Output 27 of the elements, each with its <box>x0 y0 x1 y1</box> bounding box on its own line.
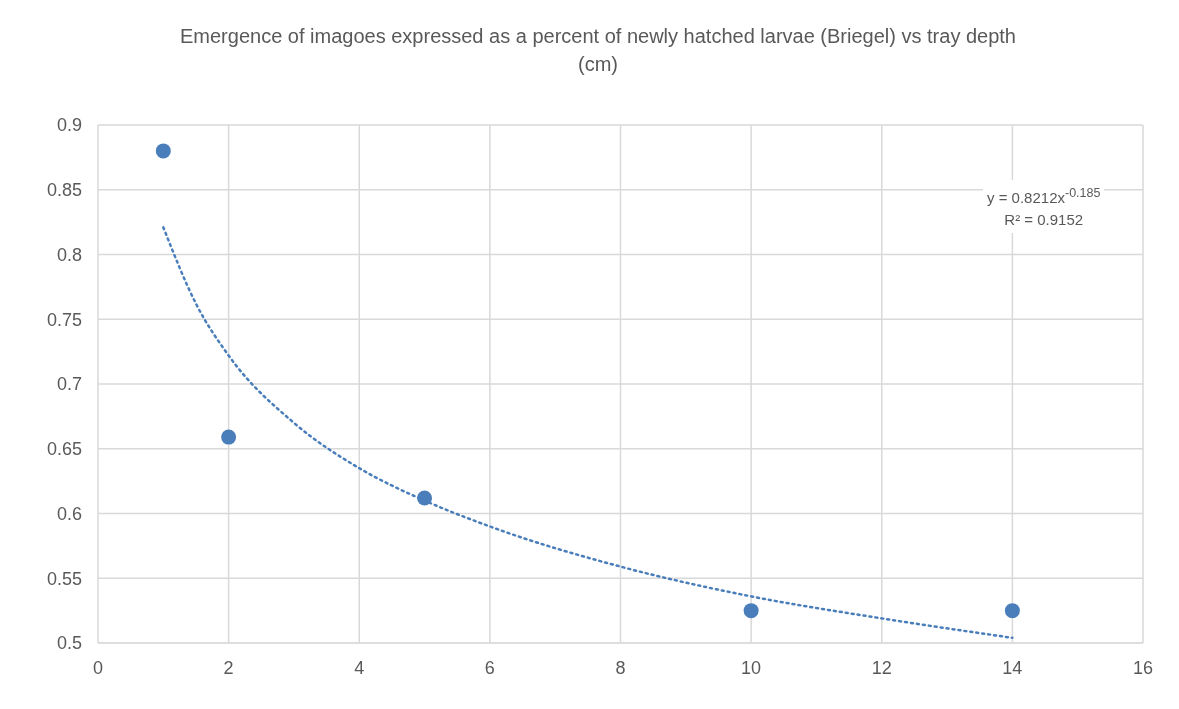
chart-title: Emergence of imagoes expressed as a percent of newly hatched larvae (Briegel) vs tray depth (cm) <box>179 24 1017 77</box>
x-tick-label: 14 <box>1002 657 1023 678</box>
annotation: y = 0.8212x$^{-0.185}$ <box>987 185 1101 208</box>
point <box>417 490 433 506</box>
y-tick-label: 0.8 <box>56 244 82 265</box>
y-tick-label: 0.85 <box>46 180 82 201</box>
point <box>155 143 171 159</box>
point <box>743 603 759 619</box>
y-tick-label: 0.55 <box>46 568 82 589</box>
x-tick-label: 4 <box>354 657 365 678</box>
y-tick-label: 0.65 <box>46 439 82 460</box>
y-tick-label: 0.7 <box>56 374 82 395</box>
x-tick-label: 0 <box>92 657 104 678</box>
x-tick-label: 16 <box>1132 657 1154 678</box>
x-tick-label: 10 <box>741 657 762 678</box>
annotation: R² = 0.9152 <box>1003 210 1085 230</box>
y-tick-label: 0.9 <box>56 115 82 136</box>
line-series <box>162 226 1014 640</box>
y-tick-label: 0.6 <box>56 503 82 524</box>
point <box>1004 603 1020 619</box>
x-tick-label: 2 <box>223 657 234 678</box>
y-tick-label: 0.5 <box>56 633 82 654</box>
y-tick-label: 0.75 <box>46 309 82 330</box>
x-tick-label: 8 <box>615 657 626 678</box>
x-tick-label: 6 <box>484 657 495 678</box>
x-tick-label: 12 <box>871 657 892 678</box>
point <box>221 429 237 445</box>
